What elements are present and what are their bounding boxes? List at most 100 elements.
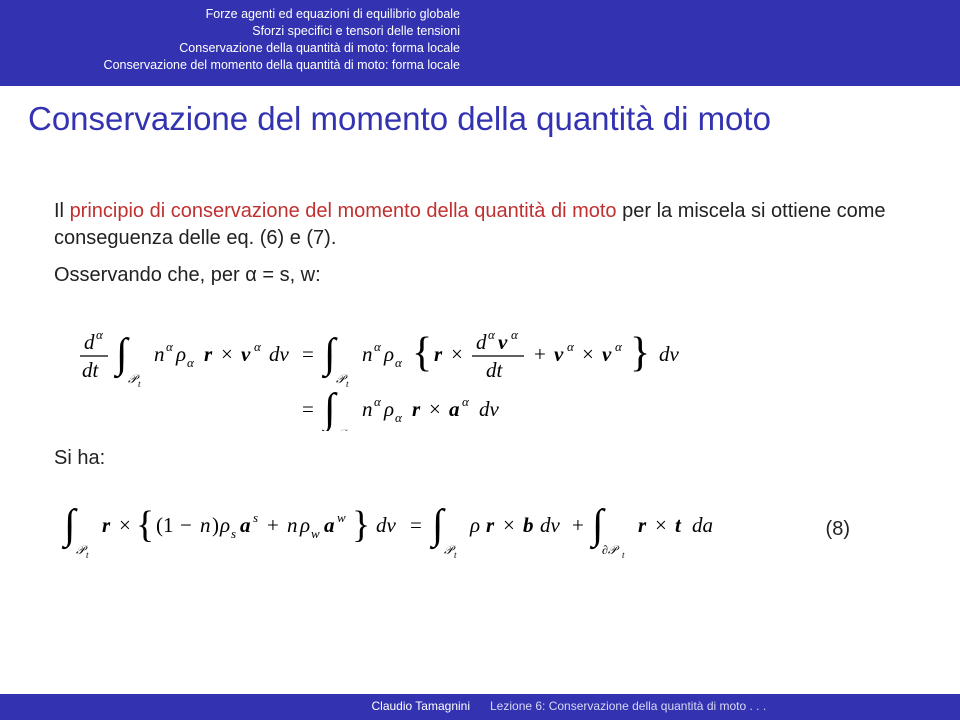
svg-text:a: a: [449, 397, 460, 421]
svg-text:−: −: [180, 513, 192, 537]
equation-number: (8): [826, 516, 850, 543]
svg-text:α: α: [567, 339, 575, 354]
svg-text:α: α: [374, 339, 382, 354]
svg-text:+: +: [534, 342, 546, 366]
svg-text:α: α: [96, 327, 104, 342]
svg-text:dt: dt: [486, 358, 504, 382]
svg-text:a: a: [324, 513, 335, 537]
svg-text:α: α: [254, 339, 262, 354]
header-line: Conservazione del momento della quantità…: [0, 57, 460, 74]
svg-text:s: s: [231, 526, 236, 541]
svg-text:v: v: [554, 342, 564, 366]
svg-text:n: n: [287, 513, 298, 537]
svg-text:r: r: [638, 513, 647, 537]
svg-text:α: α: [166, 339, 174, 354]
svg-text:d: d: [84, 330, 95, 354]
intro-highlight: principio di conservazione del momento d…: [70, 200, 617, 222]
svg-text:v: v: [498, 330, 508, 354]
svg-text:v: v: [241, 342, 251, 366]
svg-text:n: n: [200, 513, 211, 537]
svg-text:da: da: [692, 513, 713, 537]
svg-text:ρ: ρ: [383, 342, 394, 366]
svg-text:v: v: [602, 342, 612, 366]
svg-text:t: t: [138, 379, 141, 389]
observe-line: Osservando che, per α = s, w:: [54, 262, 906, 289]
svg-text:t: t: [622, 550, 625, 558]
equation-svg-1: d α dt ∫ 𝒫 t n α ρ α r × v α dv =: [54, 311, 814, 431]
svg-text:×: ×: [221, 342, 233, 366]
svg-text:∫: ∫: [321, 386, 338, 431]
svg-text:α: α: [374, 394, 382, 409]
slide-title: Conservazione del momento della quantità…: [0, 86, 960, 154]
svg-text:α: α: [488, 327, 496, 342]
footer-bar: Claudio Tamagnini Lezione 6: Conservazio…: [0, 694, 960, 720]
svg-text:n: n: [362, 342, 373, 366]
header-breadcrumbs: Forze agenti ed equazioni di equilibrio …: [0, 6, 960, 74]
svg-text:s: s: [253, 510, 258, 525]
svg-text:d: d: [476, 330, 487, 354]
svg-text:ρ: ρ: [175, 342, 186, 366]
header-line: Conservazione della quantità di moto: fo…: [0, 40, 460, 57]
svg-text:dv: dv: [479, 397, 500, 421]
equation-derivative: d α dt ∫ 𝒫 t n α ρ α r × v α dv =: [54, 311, 906, 431]
svg-text:): ): [212, 513, 219, 537]
svg-text:{: {: [136, 504, 154, 546]
svg-text:=: =: [302, 342, 314, 366]
svg-text:+: +: [572, 513, 584, 537]
footer-author: Claudio Tamagnini: [0, 694, 480, 720]
svg-text:α: α: [615, 339, 623, 354]
svg-text:α: α: [511, 327, 519, 342]
svg-text:×: ×: [119, 513, 131, 537]
slide-body: Il principio di conservazione del moment…: [0, 154, 960, 558]
equation-svg-2: ∫ 𝒫 t r × { (1 − n ) ρ s a s + n ρ w a: [54, 494, 834, 558]
svg-text:(1: (1: [156, 513, 174, 537]
svg-text:dt: dt: [82, 358, 100, 382]
svg-text:α: α: [187, 355, 195, 370]
intro-prefix: Il: [54, 200, 70, 222]
svg-text:dv: dv: [376, 513, 397, 537]
svg-text:×: ×: [582, 342, 594, 366]
svg-text:α: α: [395, 410, 403, 425]
svg-text:b: b: [523, 513, 534, 537]
svg-text:ρ: ρ: [299, 513, 310, 537]
svg-text:r: r: [102, 513, 111, 537]
svg-text:{: {: [412, 330, 432, 376]
svg-text:×: ×: [503, 513, 515, 537]
svg-text:r: r: [486, 513, 495, 537]
svg-text:}: }: [630, 330, 650, 376]
svg-text:w: w: [311, 526, 320, 541]
svg-text:×: ×: [451, 342, 463, 366]
svg-text:w: w: [337, 510, 346, 525]
svg-text:dv: dv: [540, 513, 561, 537]
intro-text: Il principio di conservazione del moment…: [54, 198, 906, 252]
svg-text:a: a: [240, 513, 251, 537]
svg-text:t: t: [86, 550, 89, 558]
svg-text:n: n: [362, 397, 373, 421]
svg-text:dv: dv: [269, 342, 290, 366]
svg-text:=: =: [302, 397, 314, 421]
svg-text:×: ×: [429, 397, 441, 421]
svg-text:dv: dv: [659, 342, 680, 366]
equation-8: ∫ 𝒫 t r × { (1 − n ) ρ s a s + n ρ w a: [54, 494, 906, 558]
svg-text:∂𝒫: ∂𝒫: [602, 543, 620, 557]
si-ha: Si ha:: [54, 445, 906, 472]
svg-text:r: r: [434, 342, 443, 366]
svg-text:×: ×: [655, 513, 667, 537]
header-line: Sforzi specifici e tensori delle tension…: [0, 23, 460, 40]
svg-text:α: α: [462, 394, 470, 409]
svg-text:r: r: [412, 397, 421, 421]
svg-text:=: =: [410, 513, 422, 537]
svg-text:t: t: [454, 550, 457, 558]
footer-lecture: Lezione 6: Conservazione della quantità …: [480, 694, 960, 720]
svg-text:ρ: ρ: [219, 513, 230, 537]
header-bar: Forze agenti ed equazioni di equilibrio …: [0, 0, 960, 86]
svg-text:t: t: [675, 513, 682, 537]
svg-text:r: r: [204, 342, 213, 366]
svg-text:ρ: ρ: [383, 397, 394, 421]
svg-text:𝒫: 𝒫: [336, 427, 348, 431]
svg-text:t: t: [346, 379, 349, 389]
svg-text:}: }: [352, 504, 370, 546]
svg-text:ρ: ρ: [469, 513, 480, 537]
svg-text:n: n: [154, 342, 165, 366]
svg-text:α: α: [395, 355, 403, 370]
